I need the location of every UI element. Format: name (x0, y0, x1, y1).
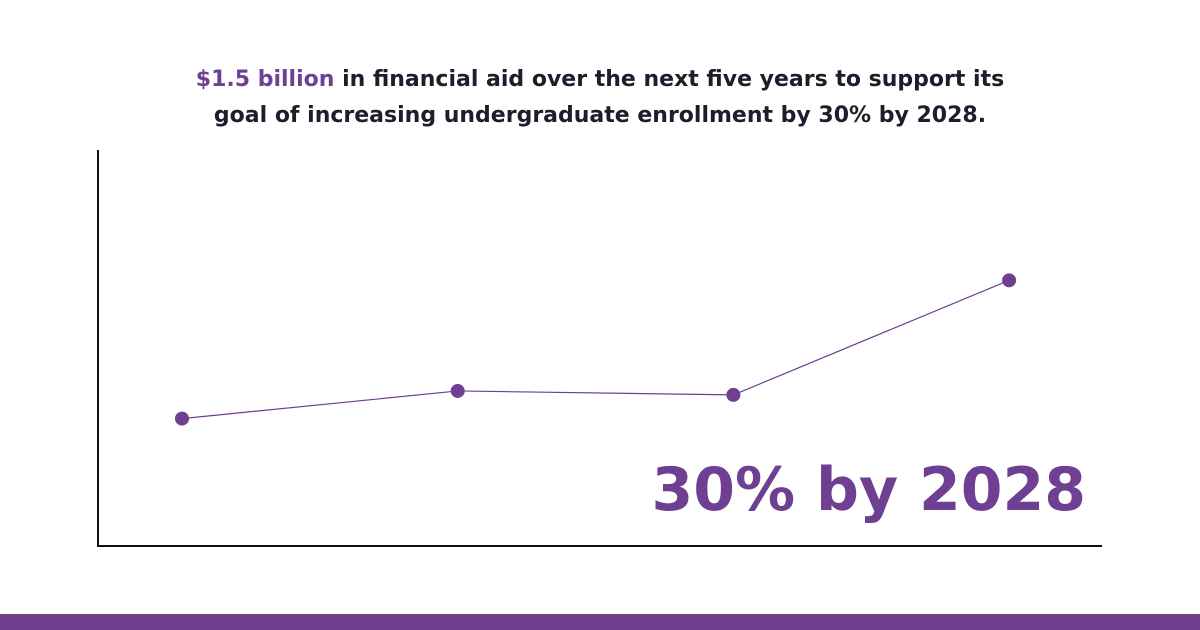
line (181, 279, 1010, 420)
title-highlight: $1.5 billion (196, 67, 335, 92)
title-rest: in financial aid over the next five year… (334, 67, 1004, 92)
annotation: 30% by 2028 (652, 455, 1086, 525)
point (1002, 273, 1017, 288)
footer-bar (0, 614, 1200, 630)
point (450, 383, 465, 398)
title-line-1: $1.5 billion in financial aid over the n… (196, 67, 1004, 92)
point (175, 411, 189, 426)
title-line-2: goal of increasing undergraduate enrollm… (214, 103, 986, 128)
point (726, 387, 741, 402)
